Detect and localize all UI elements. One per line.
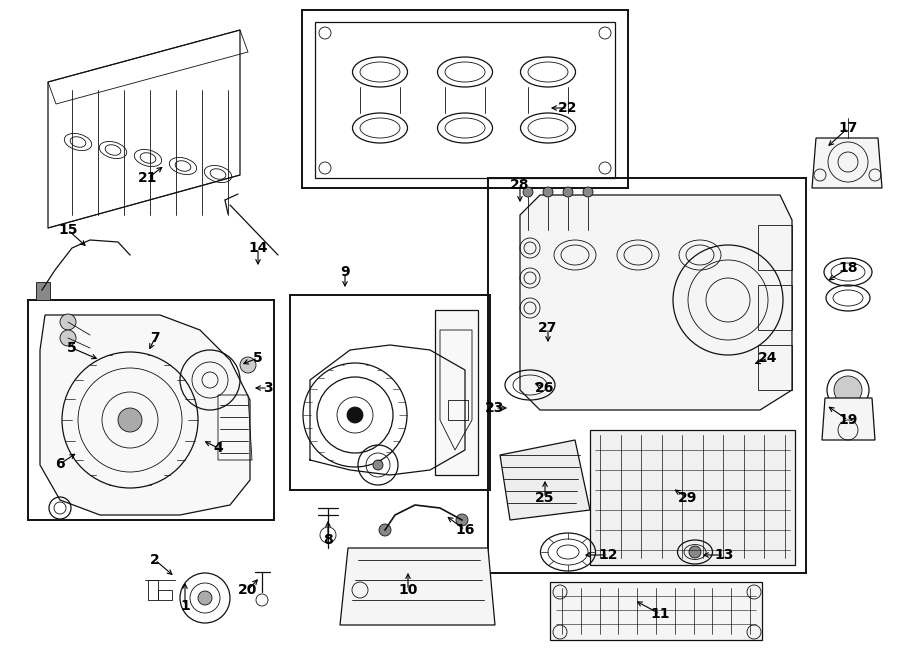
Circle shape	[198, 591, 212, 605]
Text: 5: 5	[253, 351, 263, 365]
Text: 27: 27	[538, 321, 558, 335]
Text: 12: 12	[598, 548, 617, 562]
Bar	[758, 225, 792, 270]
Bar	[758, 345, 792, 390]
Text: 16: 16	[455, 523, 474, 537]
Circle shape	[689, 546, 701, 558]
Bar	[448, 400, 468, 420]
Circle shape	[347, 407, 363, 423]
Polygon shape	[590, 430, 795, 565]
Text: 20: 20	[238, 583, 257, 597]
Bar	[315, 22, 615, 178]
Text: 8: 8	[323, 533, 333, 547]
Circle shape	[373, 460, 383, 470]
Text: 23: 23	[485, 401, 505, 415]
Text: 15: 15	[58, 223, 77, 237]
Bar	[36, 282, 50, 300]
Polygon shape	[550, 582, 762, 640]
Circle shape	[834, 376, 862, 404]
Text: 28: 28	[510, 178, 530, 192]
Text: 22: 22	[558, 101, 578, 115]
Polygon shape	[435, 310, 478, 475]
Circle shape	[543, 187, 553, 197]
Polygon shape	[812, 138, 882, 188]
Text: 18: 18	[838, 261, 858, 275]
Circle shape	[456, 514, 468, 526]
Text: 4: 4	[213, 441, 223, 455]
Text: 1: 1	[180, 599, 190, 613]
Polygon shape	[520, 195, 792, 410]
Text: 13: 13	[715, 548, 733, 562]
Polygon shape	[340, 548, 495, 625]
Circle shape	[60, 330, 76, 346]
Circle shape	[523, 187, 533, 197]
Text: 19: 19	[838, 413, 858, 427]
Text: 17: 17	[838, 121, 858, 135]
Bar	[148, 580, 158, 600]
Polygon shape	[822, 398, 875, 440]
Bar	[290, 295, 490, 490]
Polygon shape	[40, 315, 250, 515]
Circle shape	[583, 187, 593, 197]
Circle shape	[240, 357, 256, 373]
Bar	[302, 10, 628, 188]
Circle shape	[379, 524, 391, 536]
Text: 21: 21	[139, 171, 158, 185]
Circle shape	[118, 408, 142, 432]
Text: 24: 24	[759, 351, 778, 365]
Text: 3: 3	[263, 381, 273, 395]
Bar	[158, 590, 172, 600]
Text: 6: 6	[55, 457, 65, 471]
Text: 14: 14	[248, 241, 268, 255]
Text: 9: 9	[340, 265, 350, 279]
Text: 2: 2	[150, 553, 160, 567]
Text: 5: 5	[68, 341, 76, 355]
Text: 7: 7	[150, 331, 160, 345]
Polygon shape	[500, 440, 590, 520]
Bar	[28, 300, 274, 520]
Circle shape	[563, 187, 573, 197]
Circle shape	[60, 314, 76, 330]
Bar	[488, 178, 806, 573]
Text: 25: 25	[536, 491, 554, 505]
Bar	[758, 285, 792, 330]
Text: 11: 11	[650, 607, 670, 621]
Text: 10: 10	[399, 583, 418, 597]
Text: 29: 29	[679, 491, 698, 505]
Text: 26: 26	[536, 381, 554, 395]
